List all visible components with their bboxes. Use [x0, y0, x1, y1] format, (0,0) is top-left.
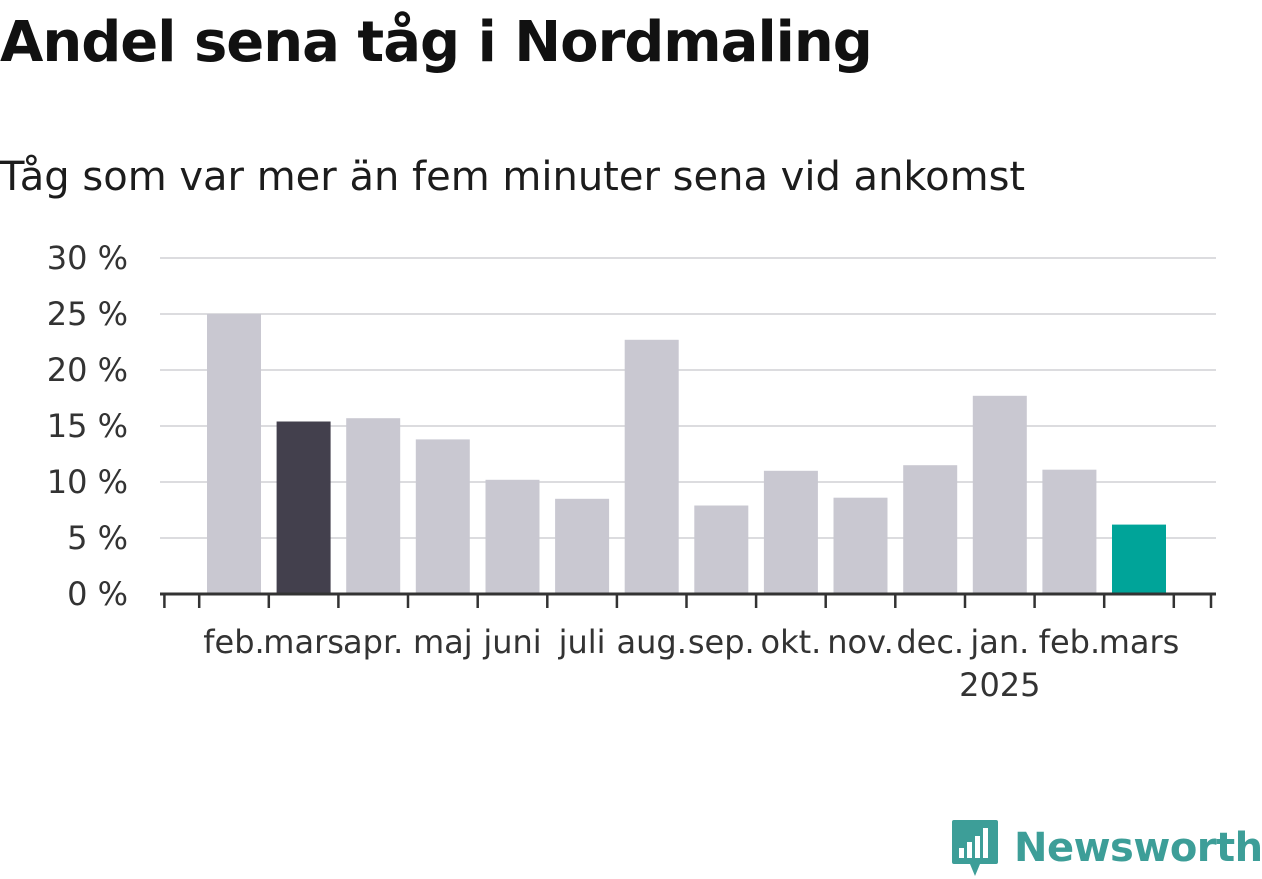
bar-9	[763, 470, 818, 594]
newsworthy-brand: Newsworthy	[950, 818, 1262, 878]
y-tick-label: 20 %	[47, 351, 128, 389]
bar-14	[1112, 524, 1166, 594]
bar-5	[485, 479, 540, 594]
bar-7	[624, 339, 679, 594]
brand-name: Newsworthy	[1014, 825, 1262, 871]
x-tick-label: okt.	[760, 623, 821, 661]
x-tick-label: aug.	[617, 623, 687, 661]
x-tick-label: sep.	[688, 623, 755, 661]
x-tick-label: mars	[1099, 623, 1180, 661]
bar-13	[1042, 469, 1097, 594]
y-tick-label: 30 %	[47, 239, 128, 277]
y-tick-label: 0 %	[67, 575, 128, 613]
x-tick-label: mars	[263, 623, 344, 661]
chart-subtitle: Tåg som var mer än fem minuter sena vid …	[0, 154, 1026, 200]
x-tick-label: juli	[558, 623, 606, 661]
bar-1	[207, 314, 261, 594]
x-tick-label: jan.	[969, 623, 1029, 661]
bar-2	[276, 421, 331, 594]
x-year-label: 2025	[959, 666, 1040, 704]
y-tick-label: 25 %	[47, 295, 128, 333]
bar-6	[555, 498, 610, 594]
x-tick-label: dec.	[896, 623, 964, 661]
bar-11	[903, 465, 958, 594]
newsworthy-logo-icon	[952, 820, 998, 876]
x-tick-label: feb.	[1039, 623, 1100, 661]
bar-3	[346, 418, 401, 594]
y-axis-tick-labels: 0 % 5 % 10 % 15 % 20 % 25 % 30 %	[47, 239, 128, 613]
y-tick-label: 15 %	[47, 407, 128, 445]
bars	[207, 314, 1166, 594]
x-tick-label: feb.	[203, 623, 264, 661]
x-tick-label: apr.	[343, 623, 403, 661]
x-axis	[160, 592, 1216, 608]
x-tick-label: juni	[482, 623, 541, 661]
gridlines	[160, 257, 1216, 539]
bar-12	[972, 395, 1027, 594]
x-axis-tick-labels: feb.mars apr. maj juni juli aug. sep. okt. nov. d…	[203, 623, 1179, 704]
chart-title: Andel sena tåg i Nordmaling	[0, 10, 873, 75]
bar-10	[833, 497, 888, 594]
x-tick-label: maj	[413, 623, 473, 661]
y-tick-label: 5 %	[67, 519, 128, 557]
bar-4	[415, 439, 470, 594]
x-tick-label: nov.	[827, 623, 893, 661]
y-tick-label: 10 %	[47, 463, 128, 501]
bar-8	[694, 505, 749, 594]
